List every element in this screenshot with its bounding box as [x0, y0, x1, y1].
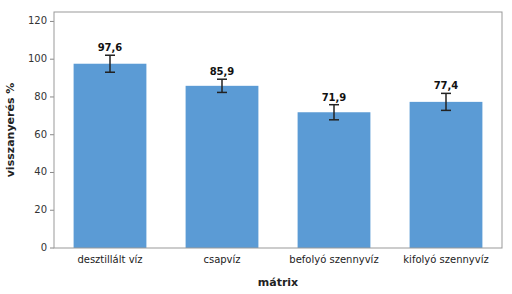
error-bar	[329, 105, 339, 120]
bars	[74, 55, 483, 248]
plot-frame	[54, 12, 502, 248]
data-label: 77,4	[434, 80, 459, 91]
chart-container: 0 20 40 60 80 100 120 97,6 85,9 71,9 77,4 desztillá…	[0, 0, 512, 294]
error-cap	[441, 93, 451, 95]
y-axis-label: visszanyerés %	[4, 83, 17, 178]
error-cap	[329, 119, 339, 121]
y-tick-label: 60	[34, 129, 47, 140]
bar	[298, 112, 371, 248]
y-tick	[50, 59, 54, 60]
x-tick-label: kifolyó szennyvíz	[403, 254, 488, 265]
y-tick-label: 120	[28, 15, 47, 26]
error-line	[333, 105, 335, 120]
y-tick-label: 80	[34, 91, 47, 102]
bar	[74, 64, 147, 248]
error-cap	[217, 92, 227, 94]
error-cap	[105, 54, 115, 56]
x-tick-label: desztillált víz	[77, 254, 142, 265]
bar	[186, 86, 259, 248]
error-cap	[441, 110, 451, 112]
y-tick-label: 0	[41, 242, 47, 253]
error-bar	[217, 79, 227, 92]
error-bar	[105, 55, 115, 72]
y-tick	[50, 248, 54, 249]
y-tick-label: 40	[34, 166, 47, 177]
chart: 0 20 40 60 80 100 120 97,6 85,9 71,9 77,4 desztillá…	[0, 0, 512, 294]
y-tick	[50, 134, 54, 135]
y-tick	[50, 172, 54, 173]
error-line	[221, 79, 223, 92]
error-line	[109, 55, 111, 72]
data-label: 97,6	[98, 42, 123, 53]
data-label: 71,9	[322, 92, 347, 103]
error-cap	[329, 104, 339, 106]
data-label: 85,9	[210, 66, 235, 77]
y-tick	[50, 210, 54, 211]
y-tick-label: 100	[28, 53, 47, 64]
bar	[410, 102, 483, 248]
error-bar	[441, 93, 451, 110]
y-tick	[50, 96, 54, 97]
x-axis-label: mátrix	[258, 276, 298, 289]
y-tick	[50, 21, 54, 22]
error-line	[445, 93, 447, 110]
x-tick-label: csapvíz	[203, 254, 240, 265]
y-tick-label: 20	[34, 204, 47, 215]
error-cap	[217, 78, 227, 80]
x-tick-label: befolyó szennyvíz	[289, 254, 378, 265]
error-cap	[105, 71, 115, 73]
